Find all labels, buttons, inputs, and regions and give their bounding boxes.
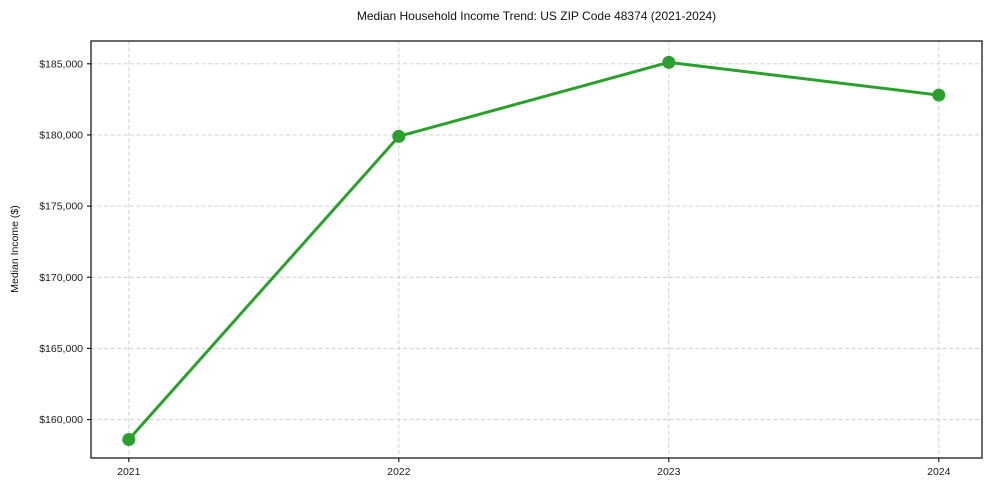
data-point-marker	[392, 129, 406, 143]
y-tick-label: $180,000	[39, 129, 83, 141]
data-point-marker	[932, 88, 946, 102]
trend-line	[127, 60, 941, 441]
x-tick-label: 2021	[117, 466, 141, 478]
y-tick-label: $185,000	[39, 58, 83, 70]
data-point-marker	[122, 432, 136, 446]
y-tick-label: $160,000	[39, 414, 83, 426]
data-point-marker	[662, 55, 676, 69]
y-tick-label: $175,000	[39, 201, 83, 213]
y-tick-label: $165,000	[39, 343, 83, 355]
x-tick-label: 2023	[657, 466, 681, 478]
y-tick-label: $170,000	[39, 272, 83, 284]
x-tick-label: 2022	[387, 466, 411, 478]
x-tick-label: 2024	[927, 466, 951, 478]
axes-frame	[90, 40, 983, 459]
chart-title: Median Household Income Trend: US ZIP Co…	[356, 9, 717, 23]
